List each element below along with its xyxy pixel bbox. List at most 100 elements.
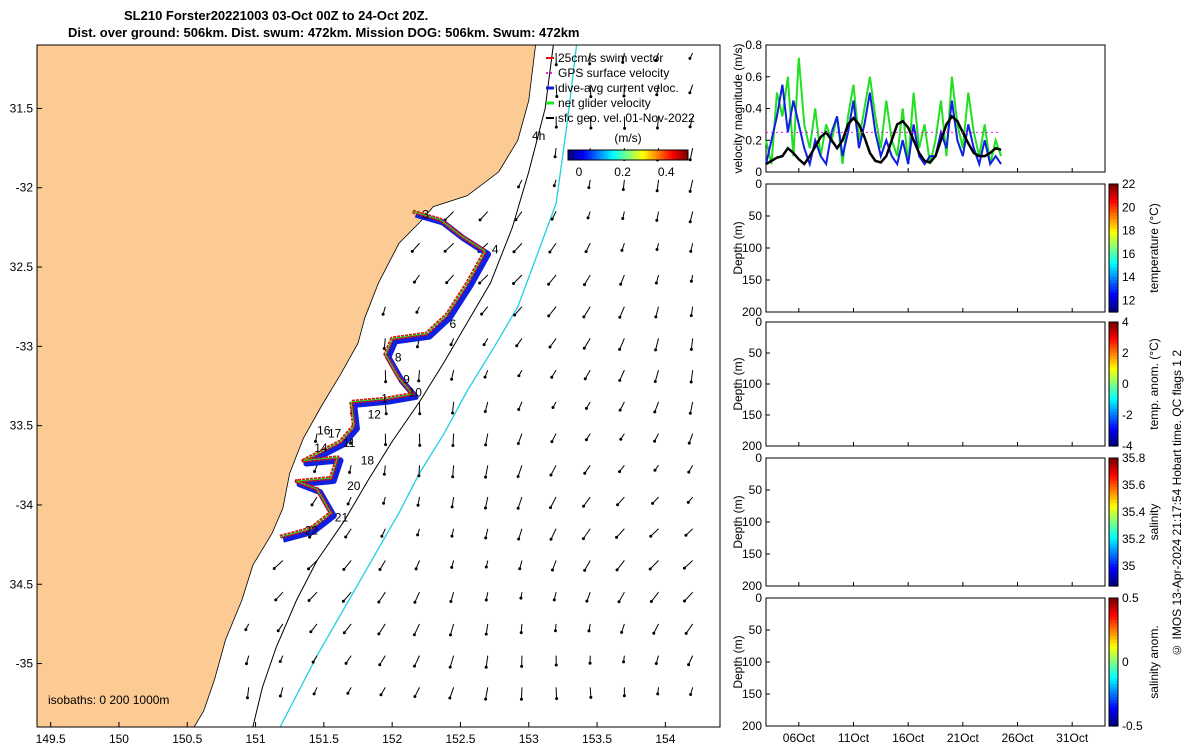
velocity-y-axis-label: velocity magnitude (m/s)	[731, 43, 745, 173]
legend-entry: net glider velocity	[558, 96, 651, 110]
section-y-tick-label: 150	[742, 547, 762, 561]
section-y-tick-label: 100	[742, 655, 762, 669]
sfc-velocity-arrowhead	[342, 567, 346, 571]
waypoint-label: 1	[381, 392, 388, 406]
sfc-velocity-arrowhead	[378, 567, 382, 571]
section-y-tick-label: 0	[755, 315, 762, 329]
sfc-velocity-arrowhead	[313, 470, 317, 474]
sfc-velocity-arrowhead	[413, 664, 417, 668]
sfc-velocity-arrow	[485, 433, 489, 446]
sfc-velocity-arrowhead	[585, 599, 589, 603]
sfc-velocity-arrowhead	[450, 534, 454, 538]
sfc-velocity-arrow	[343, 591, 352, 602]
section-y-tick-label: 100	[742, 515, 762, 529]
sfc-velocity-arrowhead	[309, 630, 313, 634]
colorbar-cell	[1109, 554, 1118, 558]
map-colorbar-cell	[584, 150, 587, 160]
sfc-velocity-arrowhead	[687, 663, 691, 667]
colorbar-cell	[1109, 636, 1118, 641]
sfc-velocity-arrowhead	[482, 343, 486, 347]
colorbar-tick-label: 16	[1122, 247, 1136, 261]
time-axis-label: 06Oct	[783, 731, 816, 745]
colorbar-cell	[1109, 241, 1118, 246]
colorbar-cell	[1109, 652, 1118, 657]
sfc-velocity-arrow	[414, 591, 420, 603]
sfc-velocity-arrow	[513, 274, 523, 284]
sfc-velocity-arrowhead	[517, 408, 521, 412]
colorbar-tick-label: 14	[1122, 270, 1136, 284]
map-y-tick-label: 33.5	[10, 419, 34, 433]
sfc-velocity-arrowhead	[483, 506, 487, 510]
map-colorbar-tick-label: 0.4	[658, 165, 675, 179]
sfc-velocity-arrowhead	[379, 693, 383, 697]
sfc-velocity-arrowhead	[519, 697, 523, 701]
sfc-velocity-arrowhead	[582, 504, 586, 508]
waypoint-label: 14	[314, 441, 328, 455]
colorbar-cell	[1109, 474, 1118, 478]
sfc-velocity-arrow	[383, 465, 386, 475]
colorbar-label: salinity anom.	[1147, 625, 1161, 698]
sfc-velocity-arrow	[690, 370, 694, 383]
map-colorbar-cell	[598, 150, 601, 160]
map-colorbar-cell	[634, 150, 637, 160]
net-glider-velocity-track	[280, 211, 486, 538]
colorbar-cell	[1109, 228, 1118, 233]
sfc-velocity-arrowhead	[418, 412, 422, 416]
colorbar-cell	[1109, 642, 1118, 647]
sfc-velocity-arrowhead	[484, 665, 488, 669]
sfc-velocity-arrow	[451, 370, 455, 380]
colorbar-cell	[1109, 604, 1118, 609]
sfc-velocity-arrowhead	[484, 565, 488, 569]
sfc-velocity-arrowhead	[555, 697, 559, 701]
waypoint-label: 21	[335, 511, 349, 525]
colorbar-cell	[1109, 633, 1118, 637]
sfc-velocity-arrowhead	[684, 533, 688, 537]
sfc-velocity-arrowhead	[689, 692, 693, 696]
sfc-velocity-arrowhead	[653, 439, 657, 443]
map-x-tick-label: 153	[519, 732, 539, 746]
sfc-velocity-arrow	[616, 528, 625, 538]
sfc-velocity-arrow	[656, 179, 660, 191]
map-x-tick-label: 149.5	[36, 732, 66, 746]
sfc-velocity-arrow	[616, 560, 625, 571]
colorbar-temp_anomaly	[1109, 322, 1118, 447]
sfc-velocity-arrow	[246, 687, 250, 698]
sfc-velocity-arrowhead	[278, 659, 282, 663]
sfc-velocity-arrowhead	[274, 598, 278, 602]
sfc-velocity-arrowhead	[346, 502, 350, 506]
colorbar-cell	[1109, 509, 1118, 513]
colorbar-cell	[1109, 267, 1118, 271]
section-y-tick-label: 200	[742, 439, 762, 453]
colorbar-cell	[1109, 528, 1118, 533]
map-colorbar-cell	[596, 150, 599, 160]
section-frame-salinity_anomaly	[765, 597, 1106, 727]
colorbar-cell	[1109, 626, 1118, 631]
colorbar-cell	[1109, 515, 1118, 520]
sfc-velocity-arrowhead	[554, 125, 558, 129]
sfc-velocity-arrow	[585, 243, 591, 252]
colorbar-temperature	[1109, 184, 1118, 313]
section-y-tick-label: 0	[755, 177, 762, 191]
sfc-velocity-arrowhead	[549, 506, 553, 510]
dive-avg-current-track	[282, 211, 492, 543]
sfc-velocity-arrowhead	[654, 661, 658, 665]
colorbar-cell	[1109, 470, 1118, 475]
sfc-velocity-arrowhead	[584, 438, 588, 442]
sfc-velocity-arrow	[550, 465, 557, 476]
sfc-velocity-arrowhead	[623, 126, 627, 130]
colorbar-cell	[1109, 674, 1118, 679]
map-colorbar-cell	[570, 150, 573, 160]
colorbar-cell	[1109, 582, 1118, 587]
map-x-tick-label: 152	[382, 732, 402, 746]
sfc-velocity-arrow	[689, 116, 694, 127]
colorbar-cell	[1109, 305, 1118, 310]
colorbar-cell	[1109, 390, 1118, 394]
colorbar-cell	[1109, 302, 1118, 307]
sfc-velocity-arrowhead	[449, 599, 453, 603]
map-y-tick-label: 31.5	[10, 101, 34, 115]
section-y-tick-label: 200	[742, 305, 762, 319]
sfc-velocity-arrow	[589, 687, 592, 698]
colorbar-cell	[1109, 623, 1118, 628]
sfc-velocity-arrow	[275, 591, 284, 601]
sfc-velocity-arrow	[518, 528, 523, 540]
